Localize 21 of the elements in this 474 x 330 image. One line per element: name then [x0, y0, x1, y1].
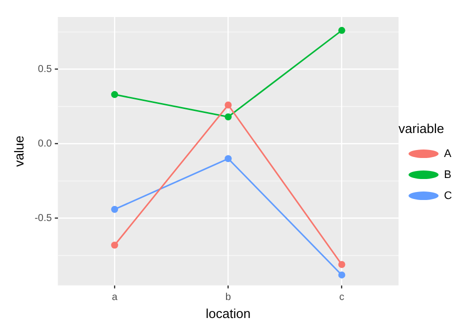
- point: [224, 155, 232, 162]
- y-tick-label: 0.5: [38, 64, 52, 75]
- x-tick-label: a: [112, 292, 118, 304]
- point: [224, 113, 232, 120]
- y-tick-label: -0.5: [34, 213, 52, 224]
- x-tick-label: b: [225, 292, 232, 304]
- x-axis-title: location: [206, 306, 251, 321]
- point: [111, 206, 118, 213]
- x-tick-label: c: [339, 292, 344, 304]
- legend-label: B: [444, 168, 452, 181]
- point: [111, 91, 118, 98]
- point: [338, 261, 346, 268]
- legend-label: A: [444, 148, 452, 160]
- legend-title: variable: [398, 120, 444, 136]
- point: [224, 101, 232, 108]
- legend-label: C: [444, 190, 452, 202]
- point: [338, 271, 346, 278]
- y-tick-label: 0.0: [38, 138, 52, 150]
- point: [338, 26, 346, 34]
- y-axis-title: value: [11, 136, 26, 167]
- point: [111, 242, 118, 249]
